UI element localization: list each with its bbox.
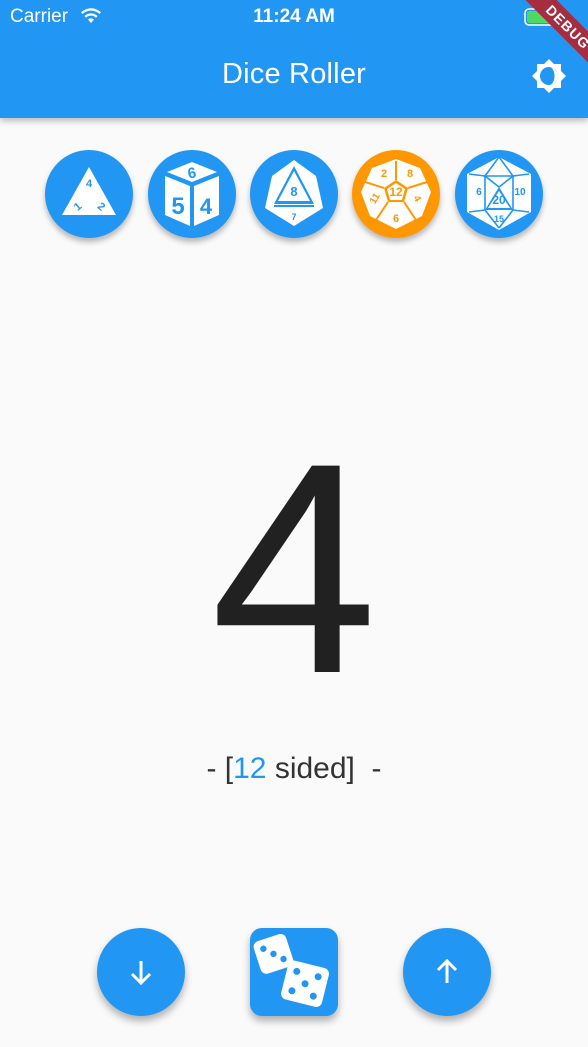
d4-icon: 4 1 2 xyxy=(62,167,116,215)
d20-icon: 6 10 20 15 xyxy=(467,156,531,230)
d8-icon: 8 7 xyxy=(265,160,323,226)
sides-label: - [12 sided] - xyxy=(0,752,588,786)
svg-text:6: 6 xyxy=(476,187,482,198)
d6-button[interactable]: 6 5 4 xyxy=(148,150,236,238)
arrow-down-icon xyxy=(130,961,152,986)
svg-text:5: 5 xyxy=(171,193,184,220)
svg-text:8: 8 xyxy=(290,184,297,199)
app-bar: Carrier 11:24 AM Dice Roller DEBUG xyxy=(0,0,588,118)
svg-text:2: 2 xyxy=(381,168,387,180)
decrease-sides-button[interactable] xyxy=(97,928,185,1016)
status-bar: Carrier 11:24 AM xyxy=(0,0,588,40)
sides-suffix: sided] - xyxy=(266,752,382,785)
sides-prefix: - [ xyxy=(206,752,234,785)
svg-text:10: 10 xyxy=(514,187,526,198)
svg-text:4: 4 xyxy=(86,178,93,190)
d12-icon: 2 8 12 11 4 6 xyxy=(361,159,431,229)
svg-text:4: 4 xyxy=(200,194,213,219)
clock: 11:24 AM xyxy=(253,6,335,27)
arrow-up-icon xyxy=(436,958,458,983)
carrier-label: Carrier xyxy=(10,6,69,27)
theme-toggle-button[interactable] xyxy=(530,58,568,96)
d20-button[interactable]: 6 10 20 15 xyxy=(455,150,543,238)
svg-text:7: 7 xyxy=(291,212,296,222)
wifi-icon xyxy=(80,8,102,30)
increase-sides-button[interactable] xyxy=(403,928,491,1016)
svg-text:6: 6 xyxy=(393,213,399,225)
svg-text:6: 6 xyxy=(186,164,197,182)
roll-result: 4 xyxy=(210,400,378,736)
d4-button[interactable]: 4 1 2 xyxy=(45,150,133,238)
brightness-icon xyxy=(532,59,566,93)
dice-selector: 4 1 2 6 5 4 8 7 xyxy=(0,150,588,240)
svg-text:8: 8 xyxy=(407,168,413,180)
d8-button[interactable]: 8 7 xyxy=(250,150,338,238)
d12-button[interactable]: 2 8 12 11 4 6 xyxy=(352,150,440,238)
svg-text:15: 15 xyxy=(494,214,504,224)
sides-count: 12 xyxy=(233,752,267,785)
dice-icon xyxy=(253,934,329,1007)
svg-text:4: 4 xyxy=(411,194,424,205)
svg-text:12: 12 xyxy=(389,185,403,199)
svg-text:20: 20 xyxy=(492,193,506,207)
d6-icon: 6 5 4 xyxy=(165,162,219,226)
page-title: Dice Roller xyxy=(221,58,366,90)
roll-dice-button[interactable] xyxy=(250,928,338,1016)
